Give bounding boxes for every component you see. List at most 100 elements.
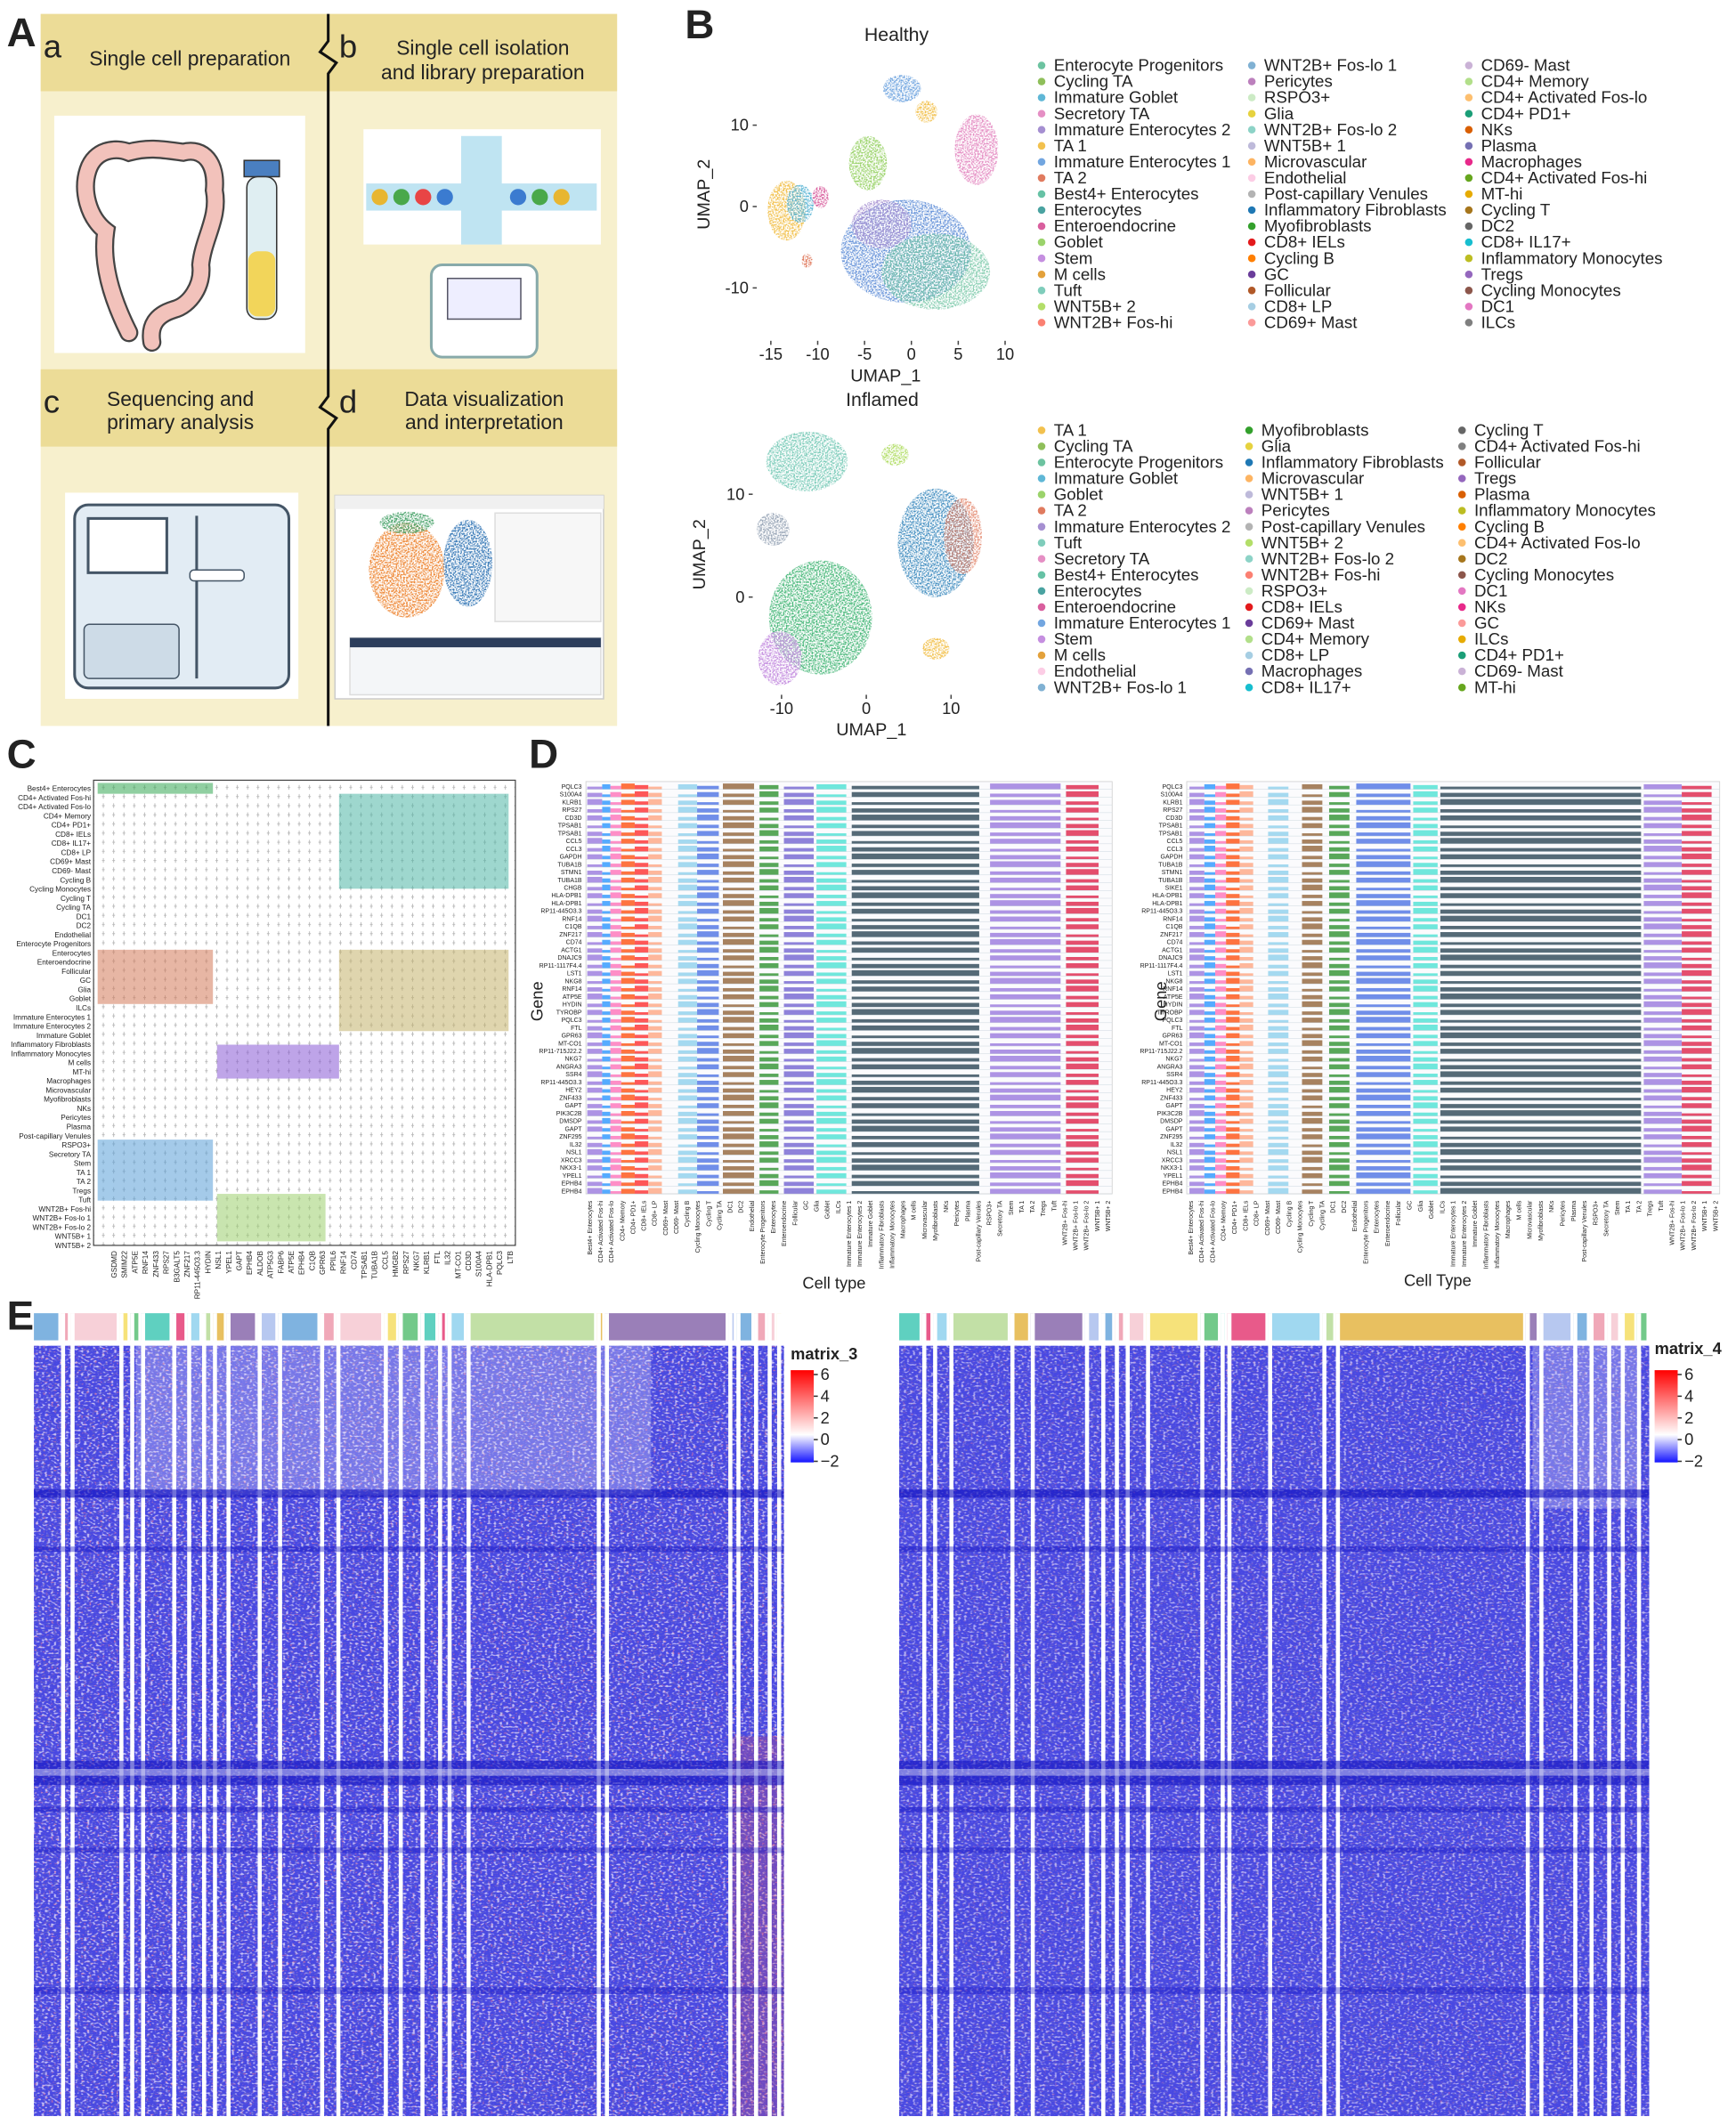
coverage-track: [1328, 919, 1350, 922]
coverage-track: [634, 924, 649, 929]
coverage-track: [1682, 815, 1712, 821]
coverage-track: [1204, 895, 1215, 899]
coverage-track: [1239, 1025, 1253, 1031]
coverage-track: [759, 856, 779, 860]
legend-label: CD69- Mast: [1474, 661, 1564, 680]
coverage-track: [677, 962, 698, 969]
coverage-track: [1356, 1088, 1411, 1093]
coverage-track: [1302, 800, 1323, 806]
legend-swatch: [1037, 238, 1046, 247]
coverage-track: [1302, 839, 1323, 844]
coverage-track: [1268, 1188, 1289, 1195]
row-label: RSPO3+: [61, 1141, 91, 1149]
coverage-track: [1440, 948, 1642, 953]
coverage-track: [648, 808, 662, 813]
coverage-track: [816, 1073, 847, 1077]
coverage-track: [759, 784, 779, 790]
coverage-track: [1643, 1011, 1683, 1016]
coverage-track: [816, 1134, 847, 1140]
coverage-track: [1189, 808, 1205, 813]
row-label: Enterocyte Progenitors: [16, 940, 91, 948]
coverage-track: [722, 916, 755, 922]
coverage-track: [1226, 1042, 1240, 1047]
coverage-track: [1268, 792, 1289, 798]
coverage-track: [1413, 901, 1438, 906]
coverage-track: [1239, 924, 1253, 929]
coverage-track: [602, 1189, 611, 1195]
coverage-track: [1215, 925, 1227, 929]
coverage-track: [1356, 1133, 1411, 1140]
instrument-screen: [446, 277, 522, 320]
legend-label: Endothelial: [1054, 661, 1137, 680]
legend-label: Plasma: [1474, 485, 1530, 504]
coverage-track: [648, 970, 662, 977]
coverage-track: [1268, 981, 1289, 985]
row-label: CD4+ Memory: [44, 812, 92, 820]
coverage-track: [1204, 923, 1215, 929]
coverage-track: [1413, 823, 1438, 829]
coverage-track: [1413, 946, 1438, 953]
gene-label: RNF14: [1163, 916, 1182, 922]
coverage-track: [634, 1012, 649, 1016]
coverage-track: [697, 1135, 719, 1140]
coverage-track: [610, 1018, 621, 1023]
coverage-track: [610, 1086, 621, 1093]
coverage-track: [783, 870, 815, 875]
coverage-track: [602, 895, 611, 899]
coverage-track: [1268, 815, 1289, 821]
coverage-track: [677, 1079, 698, 1085]
gene-label: C1QB: [1165, 924, 1182, 930]
coverage-track: [851, 847, 979, 852]
coverage-track: [1328, 870, 1350, 875]
coverage-track: [1239, 1002, 1253, 1008]
cell-type-label: WNT5B+ 1: [1702, 1201, 1708, 1232]
coverage-track: [697, 1113, 719, 1116]
coverage-track: [722, 822, 755, 829]
coverage-track: [759, 801, 779, 806]
coverage-track: [1643, 872, 1683, 875]
coverage-track: [1356, 926, 1411, 929]
coverage-track: [783, 926, 815, 929]
coverage-track: [1440, 1120, 1642, 1124]
coverage-track: [1066, 946, 1099, 953]
coverage-track: [677, 1050, 698, 1054]
coverage-track: [759, 901, 779, 906]
gene-label: RPS27: [562, 807, 581, 814]
cell-type-label: Cycling TA: [1319, 1200, 1326, 1230]
legend-label: M cells: [1054, 645, 1106, 664]
coverage-track: [1413, 879, 1438, 883]
coverage-track: [610, 1191, 621, 1195]
panel-letter: A: [7, 10, 37, 55]
coverage-track: [1215, 908, 1227, 914]
coverage-track: [783, 838, 815, 844]
coverage-track: [1189, 1098, 1205, 1101]
coverage-track: [610, 840, 621, 844]
coverage-track: [1239, 1190, 1253, 1195]
coverage-track: [648, 1120, 662, 1124]
coverage-track: [1226, 894, 1240, 899]
coverage-track: [634, 807, 649, 813]
coverage-track: [759, 1074, 779, 1077]
gene-label: NSL1: [1167, 1150, 1183, 1156]
column-gap: [172, 1313, 177, 2116]
gene-label: FABP6: [277, 1251, 285, 1274]
coverage-track: [1189, 942, 1205, 945]
gene-label: KLRB1: [562, 799, 581, 806]
coverage-track: [1356, 809, 1411, 813]
legend-title: matrix_3: [791, 1344, 857, 1363]
coverage-track: [759, 1167, 779, 1171]
coverage-track: [1328, 925, 1350, 929]
annotation-block: [466, 1313, 595, 1341]
column-gap: [1146, 1313, 1150, 2116]
gene-label: ZNF217: [1160, 932, 1182, 938]
coverage-track: [587, 932, 603, 937]
coverage-track: [1682, 824, 1712, 829]
legend-swatch: [1464, 206, 1473, 215]
coverage-track: [816, 978, 847, 985]
coverage-track: [697, 1141, 719, 1148]
legend-swatch: [1245, 651, 1253, 660]
legend-swatch: [1247, 222, 1256, 231]
legend-label: Immature Enterocytes 2: [1054, 120, 1231, 139]
coverage-track: [1226, 1160, 1240, 1164]
coverage-track: [1328, 1074, 1350, 1077]
